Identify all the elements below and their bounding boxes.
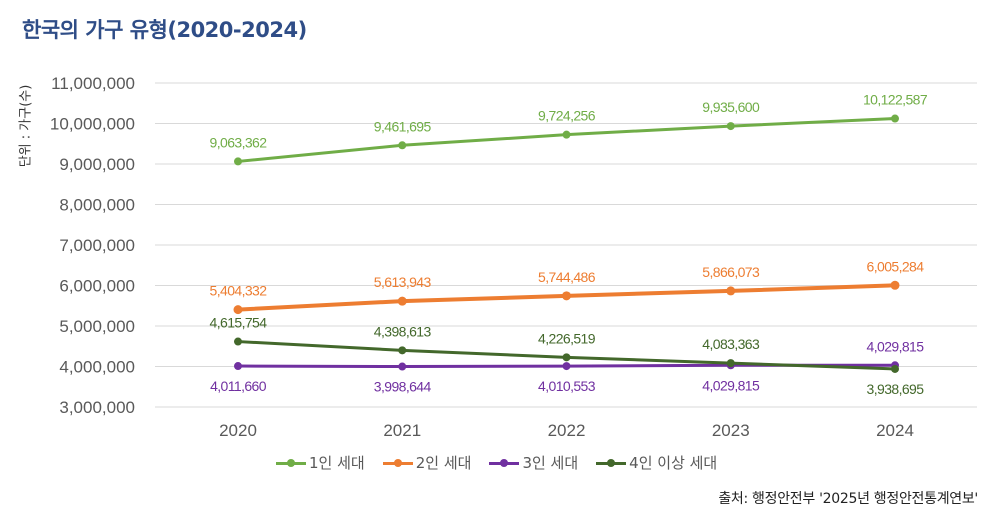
legend-line-marker-icon [596,457,627,469]
legend-line-marker-icon [382,457,413,469]
x-tick-label: 2024 [876,421,914,440]
data-label: 4,226,519 [538,330,596,346]
source-note: 출처: 행정안전부 '2025년 행정안전통계연보' [718,491,978,507]
data-point[interactable] [726,122,735,131]
series-line [236,117,897,163]
legend-item-2-person[interactable]: 2인 세대 [382,452,472,473]
data-point[interactable] [891,364,899,373]
data-point[interactable] [398,362,407,371]
data-point[interactable] [726,359,735,368]
data-point[interactable] [234,362,242,371]
chart-title: 한국의 가구 유형(2020-2024) [22,18,307,42]
data-point[interactable] [398,346,407,355]
data-label: 4,398,613 [374,323,432,339]
data-label: 4,615,754 [210,315,268,331]
y-tick-label: 4,000,000 [59,358,135,377]
data-label: 5,744,486 [538,269,596,285]
data-labels: 9,063,362 9,461,695 9,724,256 9,935,600 10,1… [210,92,929,397]
data-point[interactable] [562,362,571,371]
y-tick-label: 7,000,000 [59,236,135,255]
data-point[interactable] [562,291,571,301]
legend-item-4plus-person[interactable]: 4인 이상 세대 [596,452,717,473]
y-tick-label: 3,000,000 [59,398,135,417]
data-label: 4,010,553 [538,378,596,394]
x-tick-label: 2020 [219,421,257,440]
x-tick-label: 2023 [712,421,750,440]
data-point[interactable] [397,296,407,306]
data-point[interactable] [562,353,571,362]
data-label: 3,998,644 [374,379,432,395]
x-tick-label: 2022 [548,421,586,440]
data-point[interactable] [398,141,407,150]
data-point[interactable] [890,280,900,290]
legend-label: 4인 이상 세대 [629,454,718,472]
y-tick-label: 8,000,000 [59,196,135,215]
y-tick-label: 10,000,000 [50,115,135,134]
data-point[interactable] [234,337,242,346]
data-label: 10,122,587 [863,92,928,108]
x-axis-ticks: 2020 2021 2022 2023 2024 [219,421,914,440]
data-label: 5,866,073 [702,264,760,280]
legend-label: 3인 세대 [522,454,579,472]
legend-label: 1인 세대 [309,454,365,472]
y-tick-label: 5,000,000 [59,317,135,336]
data-label: 4,011,660 [210,378,267,394]
data-label: 9,935,600 [702,99,760,115]
legend-line-marker-icon [276,457,306,469]
data-label: 4,029,815 [867,338,925,354]
data-point[interactable] [726,286,736,296]
x-tick-label: 2021 [383,421,421,440]
legend-item-1-person[interactable]: 1인 세대 [276,452,365,473]
data-label: 9,724,256 [538,108,596,124]
y-tick-label: 9,000,000 [59,155,135,174]
data-point[interactable] [562,130,571,139]
data-label: 3,938,695 [867,381,925,397]
data-label: 4,029,815 [702,377,760,393]
data-label: 4,083,363 [702,336,760,352]
data-label: 9,461,695 [374,118,432,134]
legend: 1인 세대 2인 세대 3인 세대 4인 이상 세대 [276,452,717,473]
data-label: 5,613,943 [374,274,432,290]
data-label: 9,063,362 [210,134,268,150]
legend-line-marker-icon [489,457,520,469]
series-points [233,114,900,373]
legend-label: 2인 세대 [415,454,472,472]
data-point[interactable] [234,157,242,166]
legend-item-3-person[interactable]: 3인 세대 [489,452,578,473]
data-point[interactable] [891,114,899,123]
data-point[interactable] [233,305,243,315]
data-label: 6,005,284 [867,258,925,274]
y-tick-label: 6,000,000 [59,277,135,296]
y-axis-ticks: 3,000,000 4,000,000 5,000,000 6,000,000 7,00… [50,74,135,417]
data-label: 5,404,332 [210,283,268,299]
y-tick-label: 11,000,000 [51,74,135,93]
